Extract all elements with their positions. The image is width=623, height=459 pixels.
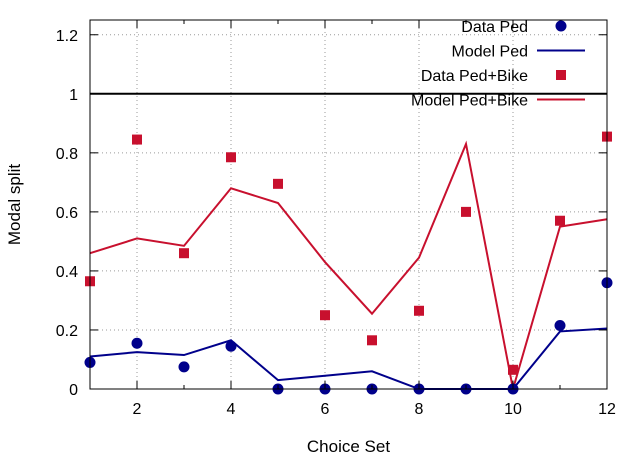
y-tick-label: 0	[69, 382, 78, 399]
series-line-model-ped-bike	[89, 140, 608, 390]
ticks: 0 0.2 0.4 0.6 0.8 1 1.2 2 4 6 8 10 12	[56, 20, 616, 418]
legend-swatch-data-ped	[555, 20, 567, 32]
data-point-data-ped-bike	[367, 335, 377, 346]
legend-swatch-data-ped-bike	[556, 70, 566, 80]
series-group	[84, 131, 613, 395]
data-point-data-ped	[131, 337, 143, 349]
x-tick-label: 2	[133, 401, 142, 418]
data-point-data-ped-bike	[461, 206, 471, 217]
y-tick-label: 0.4	[56, 264, 78, 281]
data-point-data-ped-bike	[414, 305, 424, 316]
y-tick-label: 1.2	[56, 28, 78, 45]
plot-frame	[89, 19, 608, 390]
legend-label-model-ped-bike: Model Ped+Bike	[411, 93, 528, 110]
data-point-data-ped-bike	[273, 178, 283, 189]
data-point-data-ped-bike	[226, 152, 236, 163]
data-point-data-ped-bike	[508, 364, 518, 375]
legend-label-data-ped: Data Ped	[461, 19, 528, 36]
y-tick-label: 1	[69, 87, 78, 104]
data-point-data-ped	[225, 340, 237, 352]
data-point-data-ped-bike	[320, 310, 330, 321]
data-point-data-ped	[554, 320, 566, 332]
x-tick-label: 4	[227, 401, 236, 418]
series-line-model-ped	[89, 327, 608, 390]
legend: Data Ped Model Ped Data Ped+Bike Model Ped+…	[411, 19, 585, 110]
legend-label-data-ped-bike: Data Ped+Bike	[421, 68, 528, 85]
data-point-data-ped-bike	[179, 248, 189, 259]
x-tick-label: 12	[598, 401, 616, 418]
legend-label-model-ped: Model Ped	[452, 44, 529, 61]
y-tick-label: 0.8	[56, 146, 78, 163]
data-point-data-ped-bike	[555, 215, 565, 226]
data-point-data-ped	[178, 361, 190, 373]
y-axis-title: Modal split	[5, 164, 24, 246]
x-tick-label: 10	[504, 401, 522, 418]
x-axis-title: Choice Set	[307, 437, 390, 456]
x-tick-label: 6	[321, 401, 330, 418]
y-tick-label: 0.6	[56, 205, 78, 222]
x-tick-label: 8	[415, 401, 424, 418]
y-tick-label: 0.2	[56, 323, 78, 340]
data-point-data-ped-bike	[132, 134, 142, 145]
